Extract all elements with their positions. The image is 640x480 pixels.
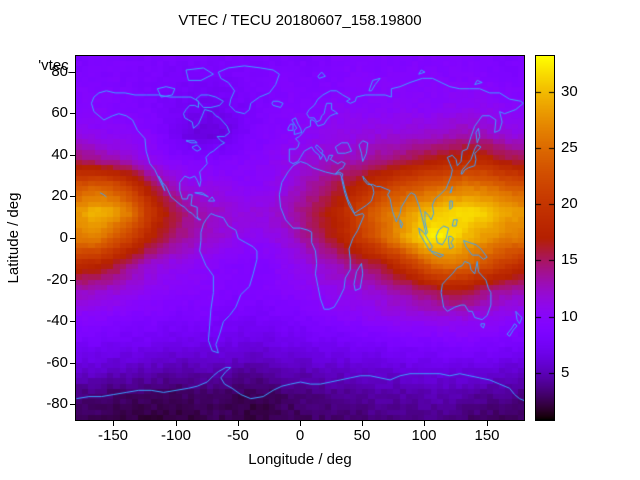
plot-area — [75, 55, 525, 421]
x-tick-label: -150 — [97, 427, 129, 444]
y-tick-label: 60 — [51, 104, 68, 121]
x-tick-mark — [113, 421, 114, 426]
plot-title: VTEC / TECU 20180607_158.19800 — [178, 12, 422, 29]
x-tick-label: 0 — [295, 427, 305, 444]
y-tick-label: -40 — [46, 312, 68, 329]
x-tick-label: 150 — [474, 427, 500, 444]
x-tick-mark — [238, 421, 239, 426]
y-axis-label: Latitude / deg — [5, 192, 22, 284]
y-tick-label: 20 — [51, 187, 68, 204]
y-tick-label: 0 — [59, 229, 68, 246]
y-tick-mark — [70, 196, 75, 197]
x-tick-mark — [362, 421, 363, 426]
y-tick-mark — [70, 155, 75, 156]
y-tick-label: -20 — [46, 271, 68, 288]
x-tick-label: -50 — [227, 427, 249, 444]
y-tick-mark — [70, 321, 75, 322]
colorbar-tick-label: 10 — [561, 308, 578, 325]
x-tick-mark — [176, 421, 177, 426]
colorbar-canvas — [536, 56, 554, 420]
colorbar-tick-label: 30 — [561, 83, 578, 100]
legend-key-label: 'vtec_ — [38, 57, 77, 74]
x-tick-label: 100 — [411, 427, 437, 444]
y-tick-label: 80 — [51, 63, 68, 80]
x-tick-label: 50 — [353, 427, 371, 444]
y-tick-label: 40 — [51, 146, 68, 163]
x-tick-mark — [487, 421, 488, 426]
y-tick-mark — [70, 72, 75, 73]
y-tick-mark — [70, 280, 75, 281]
y-tick-label: -60 — [46, 354, 68, 371]
tec-heatmap-canvas — [76, 56, 524, 420]
colorbar-tick-label: 5 — [561, 364, 570, 381]
x-axis-label: Longitude / deg — [248, 451, 352, 468]
colorbar-tick-label: 25 — [561, 139, 578, 156]
x-tick-mark — [424, 421, 425, 426]
y-tick-mark — [70, 363, 75, 364]
y-tick-label: -80 — [46, 395, 68, 412]
y-tick-mark — [70, 238, 75, 239]
colorbar-tick-label: 20 — [561, 195, 578, 212]
y-tick-mark — [70, 113, 75, 114]
colorbar-tick-label: 15 — [561, 251, 578, 268]
x-tick-mark — [300, 421, 301, 426]
colorbar — [535, 55, 555, 421]
x-tick-label: -100 — [160, 427, 192, 444]
y-tick-mark — [70, 404, 75, 405]
